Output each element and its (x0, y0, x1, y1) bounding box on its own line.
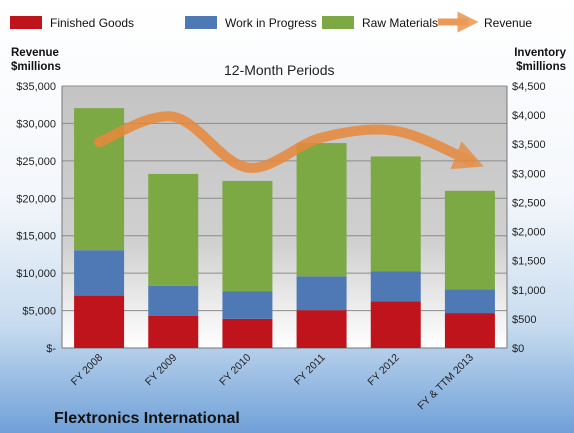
right-axis-title-line1: Inventory (514, 47, 566, 59)
right-tick-label: $4,000 (512, 110, 546, 122)
bar-raw-materials (296, 143, 347, 277)
left-tick-label: $15,000 (16, 231, 56, 243)
bar-finished-goods (370, 301, 421, 348)
left-axis-title-line1: Revenue (11, 47, 59, 59)
left-axis-title-line2: $millions (11, 61, 61, 73)
bar-work-in-progress (148, 285, 199, 316)
left-tick-label: $5,000 (22, 306, 56, 318)
bar-raw-materials (370, 156, 421, 272)
right-tick-label: $0 (512, 343, 524, 355)
left-tick-label: $30,000 (16, 118, 56, 130)
axis-titles: Revenue $millions Inventory $millions (11, 47, 567, 73)
bar-finished-goods (222, 318, 273, 348)
bars (74, 108, 495, 348)
right-tick-label: $3,500 (512, 139, 546, 151)
right-tick-label: $1,000 (512, 285, 546, 297)
bar-work-in-progress (74, 250, 125, 296)
bar-finished-goods (296, 310, 347, 348)
bar-work-in-progress (444, 289, 495, 314)
bar-finished-goods (74, 295, 125, 348)
legend: Finished Goods Work in Progress Raw Materi… (10, 11, 532, 33)
right-tick-label: $4,500 (512, 81, 546, 93)
right-tick-label: $3,000 (512, 168, 546, 180)
right-tick-label: $2,000 (512, 227, 546, 239)
legend-swatch (185, 16, 217, 29)
legend-label: Work in Progress (225, 16, 317, 30)
bar-raw-materials (148, 173, 199, 286)
right-tick-label: $500 (512, 314, 536, 326)
left-tick-label: $25,000 (16, 156, 56, 168)
bar-work-in-progress (222, 291, 273, 319)
left-tick-label: $- (46, 343, 56, 355)
right-tick-label: $2,500 (512, 197, 546, 209)
legend-label: Finished Goods (50, 16, 134, 30)
bar-work-in-progress (370, 271, 421, 302)
revenue-line-layer (94, 111, 484, 173)
legend-label: Raw Materials (362, 16, 438, 30)
chart-subtitle: 12-Month Periods (224, 62, 335, 78)
right-axis-title-line2: $millions (516, 61, 566, 73)
right-tick-label: $1,500 (512, 256, 546, 268)
bar-finished-goods (148, 315, 199, 348)
legend-swatch (322, 16, 354, 29)
legend-label: Revenue (484, 16, 532, 30)
bar-raw-materials (444, 190, 495, 290)
left-tick-label: $35,000 (16, 81, 56, 93)
bar-raw-materials (222, 180, 273, 292)
legend-swatch (10, 16, 42, 29)
bar-finished-goods (444, 313, 495, 348)
left-tick-label: $20,000 (16, 193, 56, 205)
left-tick-label: $10,000 (16, 268, 56, 280)
left-axis-ticks: $- $5,000 $10,000 $15,000 $20,000 $25,000 $30,… (16, 81, 56, 355)
company-title: Flextronics International (54, 410, 240, 427)
revenue-line (94, 111, 484, 173)
right-axis-ticks: $0 $500 $1,000 $1,500 $2,000 $2,500 $3,000 $3,5… (512, 81, 546, 355)
bar-work-in-progress (296, 276, 347, 311)
